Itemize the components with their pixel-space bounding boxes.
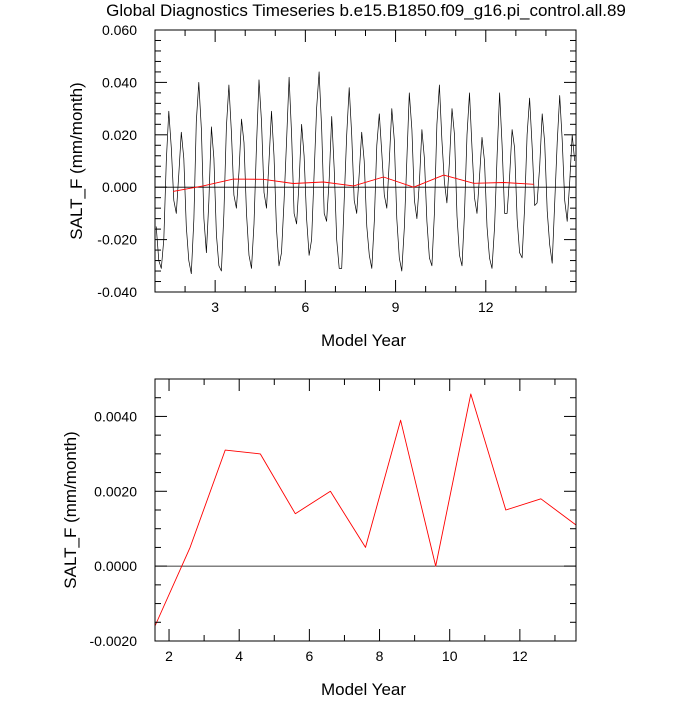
bottom-plot: 2 4 6 8 10 12 -0.0020 0.0000 0.0020 0.0040 Model Y… (61, 378, 577, 699)
top-series-annual-line (172, 174, 534, 192)
bottom-x-tick-label: 2 (165, 648, 173, 664)
top-y-tick-label: 0.040 (102, 74, 137, 90)
top-plot: 3 6 9 12 -0.040 -0.020 0.000 0.020 0.040 0.060 Mod… (67, 22, 577, 350)
bottom-y-axis-label: SALT_F (mm/month) (61, 431, 80, 588)
bottom-x-tick-label: 8 (376, 648, 384, 664)
bottom-y-tick-label: 0.0000 (94, 558, 137, 574)
top-x-tick-label: 3 (211, 299, 219, 315)
bottom-x-tick-label: 4 (235, 648, 243, 664)
bottom-y-tick-label: -0.0020 (90, 633, 138, 649)
bottom-y-tick-label: 0.0020 (94, 483, 137, 499)
bottom-y-tick-label: 0.0040 (94, 408, 137, 424)
bottom-x-tick-label: 6 (305, 648, 313, 664)
bottom-plot-frame (154, 378, 577, 642)
top-y-tick-label: -0.020 (97, 232, 137, 248)
top-series-monthly-line (155, 71, 576, 275)
top-y-tick-label: -0.040 (97, 284, 137, 300)
top-y-tick-label: 0.000 (102, 179, 137, 195)
bottom-x-tick-label: 10 (442, 648, 458, 664)
top-y-tick-label: 0.020 (102, 127, 137, 143)
chart-title: Global Diagnostics Timeseries b.e15.B185… (106, 1, 626, 20)
top-x-axis-label: Model Year (321, 331, 406, 350)
bottom-series-annual-line (154, 393, 577, 627)
top-y-tick-label: 0.060 (102, 22, 137, 38)
bottom-x-axis-label: Model Year (321, 680, 406, 699)
top-x-tick-label: 12 (478, 299, 494, 315)
top-x-tick-label: 6 (301, 299, 309, 315)
top-y-axis-label: SALT_F (mm/month) (67, 82, 86, 239)
bottom-x-tick-label: 12 (512, 648, 528, 664)
top-x-tick-label: 9 (392, 299, 400, 315)
